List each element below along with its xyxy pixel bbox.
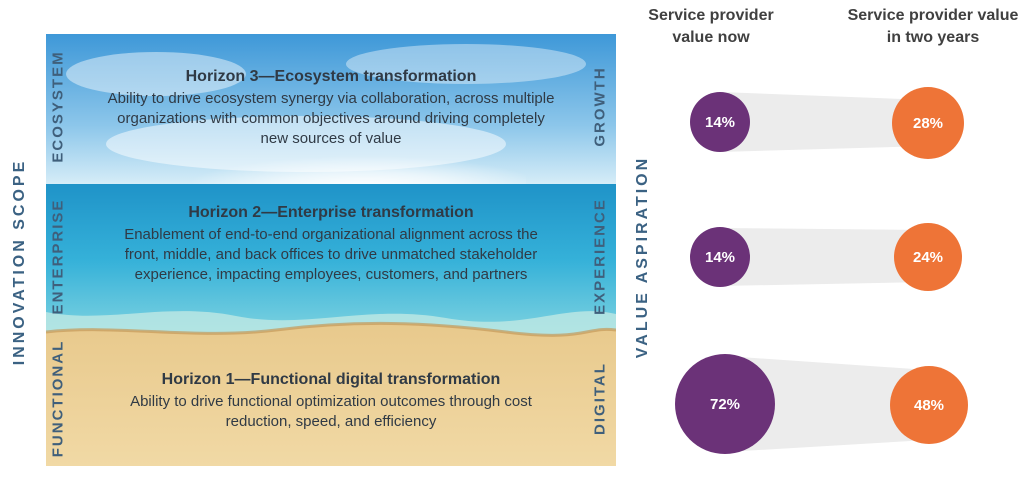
- horizon-2-description: Enablement of end-to-end organizational …: [124, 226, 538, 283]
- sand-band: [46, 323, 616, 466]
- horizon-2-title: Horizon 2—Enterprise transformation: [188, 204, 474, 221]
- bubble-now-ecosystem: 14%: [690, 92, 750, 152]
- scene-background: [46, 34, 616, 466]
- column-header-now: Service provider value now: [648, 7, 774, 46]
- bubble-now-functional: 72%: [675, 354, 775, 454]
- horizon-1-block: Horizon 1—Functional digital transformat…: [106, 371, 556, 432]
- bubble-two-years-functional: 48%: [890, 366, 968, 444]
- horizon-3-block: Horizon 3—Ecosystem transformation Abili…: [106, 68, 556, 149]
- connector-row-3: [725, 356, 928, 452]
- connector-row-2: [720, 228, 928, 286]
- sun-glow: [166, 124, 526, 188]
- horizon-scene-panel: ECOSYSTEM GROWTH ENTERPRISE EXPERIENCE F…: [46, 34, 616, 466]
- bubble-now-enterprise: 14%: [690, 227, 750, 287]
- bubble-two-years-enterprise: 24%: [894, 223, 962, 291]
- horizon-2-block: Horizon 2—Enterprise transformation Enab…: [106, 204, 556, 285]
- column-header-two-years: Service provider value in two years: [847, 7, 1019, 46]
- horizon-3-description: Ability to drive ecosystem synergy via c…: [107, 90, 555, 147]
- horizon-1-description: Ability to drive functional optimization…: [130, 393, 532, 430]
- horizon-1-title: Horizon 1—Functional digital transformat…: [161, 371, 501, 388]
- sea-band: [46, 184, 616, 336]
- horizon-3-title: Horizon 3—Ecosystem transformation: [185, 68, 477, 85]
- bubble-two-years-ecosystem: 28%: [892, 87, 964, 159]
- connector-row-1: [720, 92, 928, 152]
